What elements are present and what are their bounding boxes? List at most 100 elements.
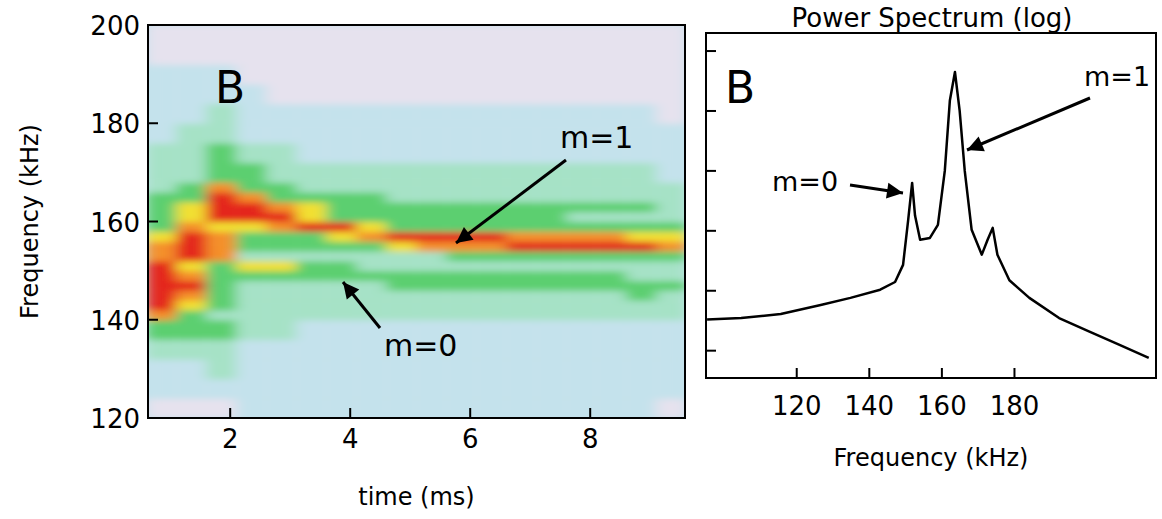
heatmap-cell	[356, 104, 387, 124]
heatmap-cell	[356, 261, 387, 271]
heatmap-cell	[476, 25, 507, 45]
heatmap-cell	[416, 202, 447, 212]
heatmap-cell	[446, 398, 477, 418]
heatmap-cell	[596, 320, 627, 340]
heatmap-cell	[356, 251, 387, 261]
heatmap-cell	[596, 182, 627, 192]
heatmap-cell	[148, 359, 177, 379]
heatmap-cell	[176, 123, 207, 143]
annotation: m=1	[1084, 61, 1150, 92]
heatmap-cell	[476, 339, 507, 359]
heatmap-cell	[326, 163, 357, 183]
annotation: m=0	[772, 166, 838, 197]
heatmap-cell	[656, 192, 685, 202]
heatmap-cell	[626, 64, 657, 84]
heatmap-cell	[626, 45, 657, 65]
heatmap-cell	[626, 222, 657, 232]
heatmap-cell	[266, 320, 297, 340]
heatmap-cell	[176, 280, 207, 290]
heatmap-cell	[476, 359, 507, 379]
heatmap-cell	[386, 202, 417, 212]
heatmap-cell	[446, 202, 477, 212]
heatmap-cell	[416, 123, 447, 143]
heatmap-cell	[476, 280, 507, 290]
y-tick	[148, 122, 158, 124]
heatmap-cell	[446, 379, 477, 399]
heatmap-cell	[506, 123, 537, 143]
heatmap-cell	[326, 310, 357, 320]
x-tick	[941, 368, 943, 378]
heatmap-cell	[566, 84, 597, 104]
heatmap-cell	[506, 241, 537, 251]
heatmap-cell	[416, 280, 447, 290]
annotation-arrow-shaft	[456, 160, 566, 243]
panel-label: B	[725, 62, 755, 113]
heatmap-cell	[266, 241, 297, 251]
annotation-arrow-shaft	[343, 282, 380, 328]
heatmap-cell	[566, 300, 597, 310]
heatmap-cell	[446, 163, 477, 183]
heatmap-cell	[476, 143, 507, 163]
y-tick	[148, 24, 158, 26]
heatmap-cell	[596, 290, 627, 300]
heatmap-cell	[476, 379, 507, 399]
heatmap-cell	[148, 182, 177, 192]
heatmap-cell	[296, 261, 327, 271]
heatmap-cell	[656, 182, 685, 192]
heatmap-cell	[386, 290, 417, 300]
heatmap-cell	[656, 163, 685, 183]
heatmap-cell	[266, 379, 297, 399]
heatmap-cell	[386, 398, 417, 418]
y-tick	[706, 230, 716, 232]
heatmap-cell	[416, 310, 447, 320]
heatmap-cell	[416, 25, 447, 45]
heatmap-cell	[566, 379, 597, 399]
heatmap-cell	[266, 123, 297, 143]
heatmap-cell	[416, 261, 447, 271]
heatmap-cell	[566, 64, 597, 84]
heatmap-cell	[266, 290, 297, 300]
annotation: m=1	[560, 120, 633, 155]
heatmap-cell	[236, 202, 267, 212]
heatmap-cell	[176, 300, 207, 310]
heatmap-cell	[296, 339, 327, 359]
heatmap-cell	[296, 45, 327, 65]
heatmap-cell	[326, 143, 357, 163]
heatmap-cell	[656, 271, 685, 281]
heatmap-cell	[206, 25, 237, 45]
heatmap-cell	[148, 398, 177, 418]
heatmap-cell	[626, 182, 657, 192]
heatmap-cell	[148, 222, 177, 232]
heatmap-cell	[566, 251, 597, 261]
heatmap-cell	[626, 359, 657, 379]
heatmap-cell	[626, 300, 657, 310]
heatmap-cell	[236, 398, 267, 418]
heatmap-cell	[326, 261, 357, 271]
heatmap-cell	[176, 379, 207, 399]
heatmap-cell	[296, 222, 327, 232]
heatmap-cell	[416, 231, 447, 241]
heatmap-cell	[656, 143, 685, 163]
heatmap-cell	[236, 25, 267, 45]
heatmap-cell	[296, 104, 327, 124]
heatmap-cell	[536, 241, 567, 251]
x-tick	[349, 408, 351, 418]
heatmap-cell	[356, 25, 387, 45]
heatmap-cell	[206, 231, 237, 241]
heatmap-cell	[176, 359, 207, 379]
heatmap-cell	[148, 123, 177, 143]
heatmap-cell	[446, 241, 477, 251]
heatmap-cell	[206, 339, 237, 359]
heatmap-cell	[626, 261, 657, 271]
heatmap-cell	[176, 398, 207, 418]
heatmap-cell	[506, 310, 537, 320]
heatmap-cell	[148, 84, 177, 104]
heatmap-cell	[206, 320, 237, 340]
heatmap-cell	[266, 25, 297, 45]
heatmap-cell	[266, 163, 297, 183]
heatmap-cell	[446, 143, 477, 163]
heatmap-cell	[506, 251, 537, 261]
heatmap-cell	[656, 202, 685, 212]
heatmap-cell	[476, 261, 507, 271]
heatmap-clip-group	[148, 25, 685, 418]
